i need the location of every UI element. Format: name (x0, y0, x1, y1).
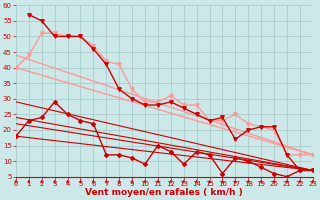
X-axis label: Vent moyen/en rafales ( km/h ): Vent moyen/en rafales ( km/h ) (85, 188, 243, 197)
